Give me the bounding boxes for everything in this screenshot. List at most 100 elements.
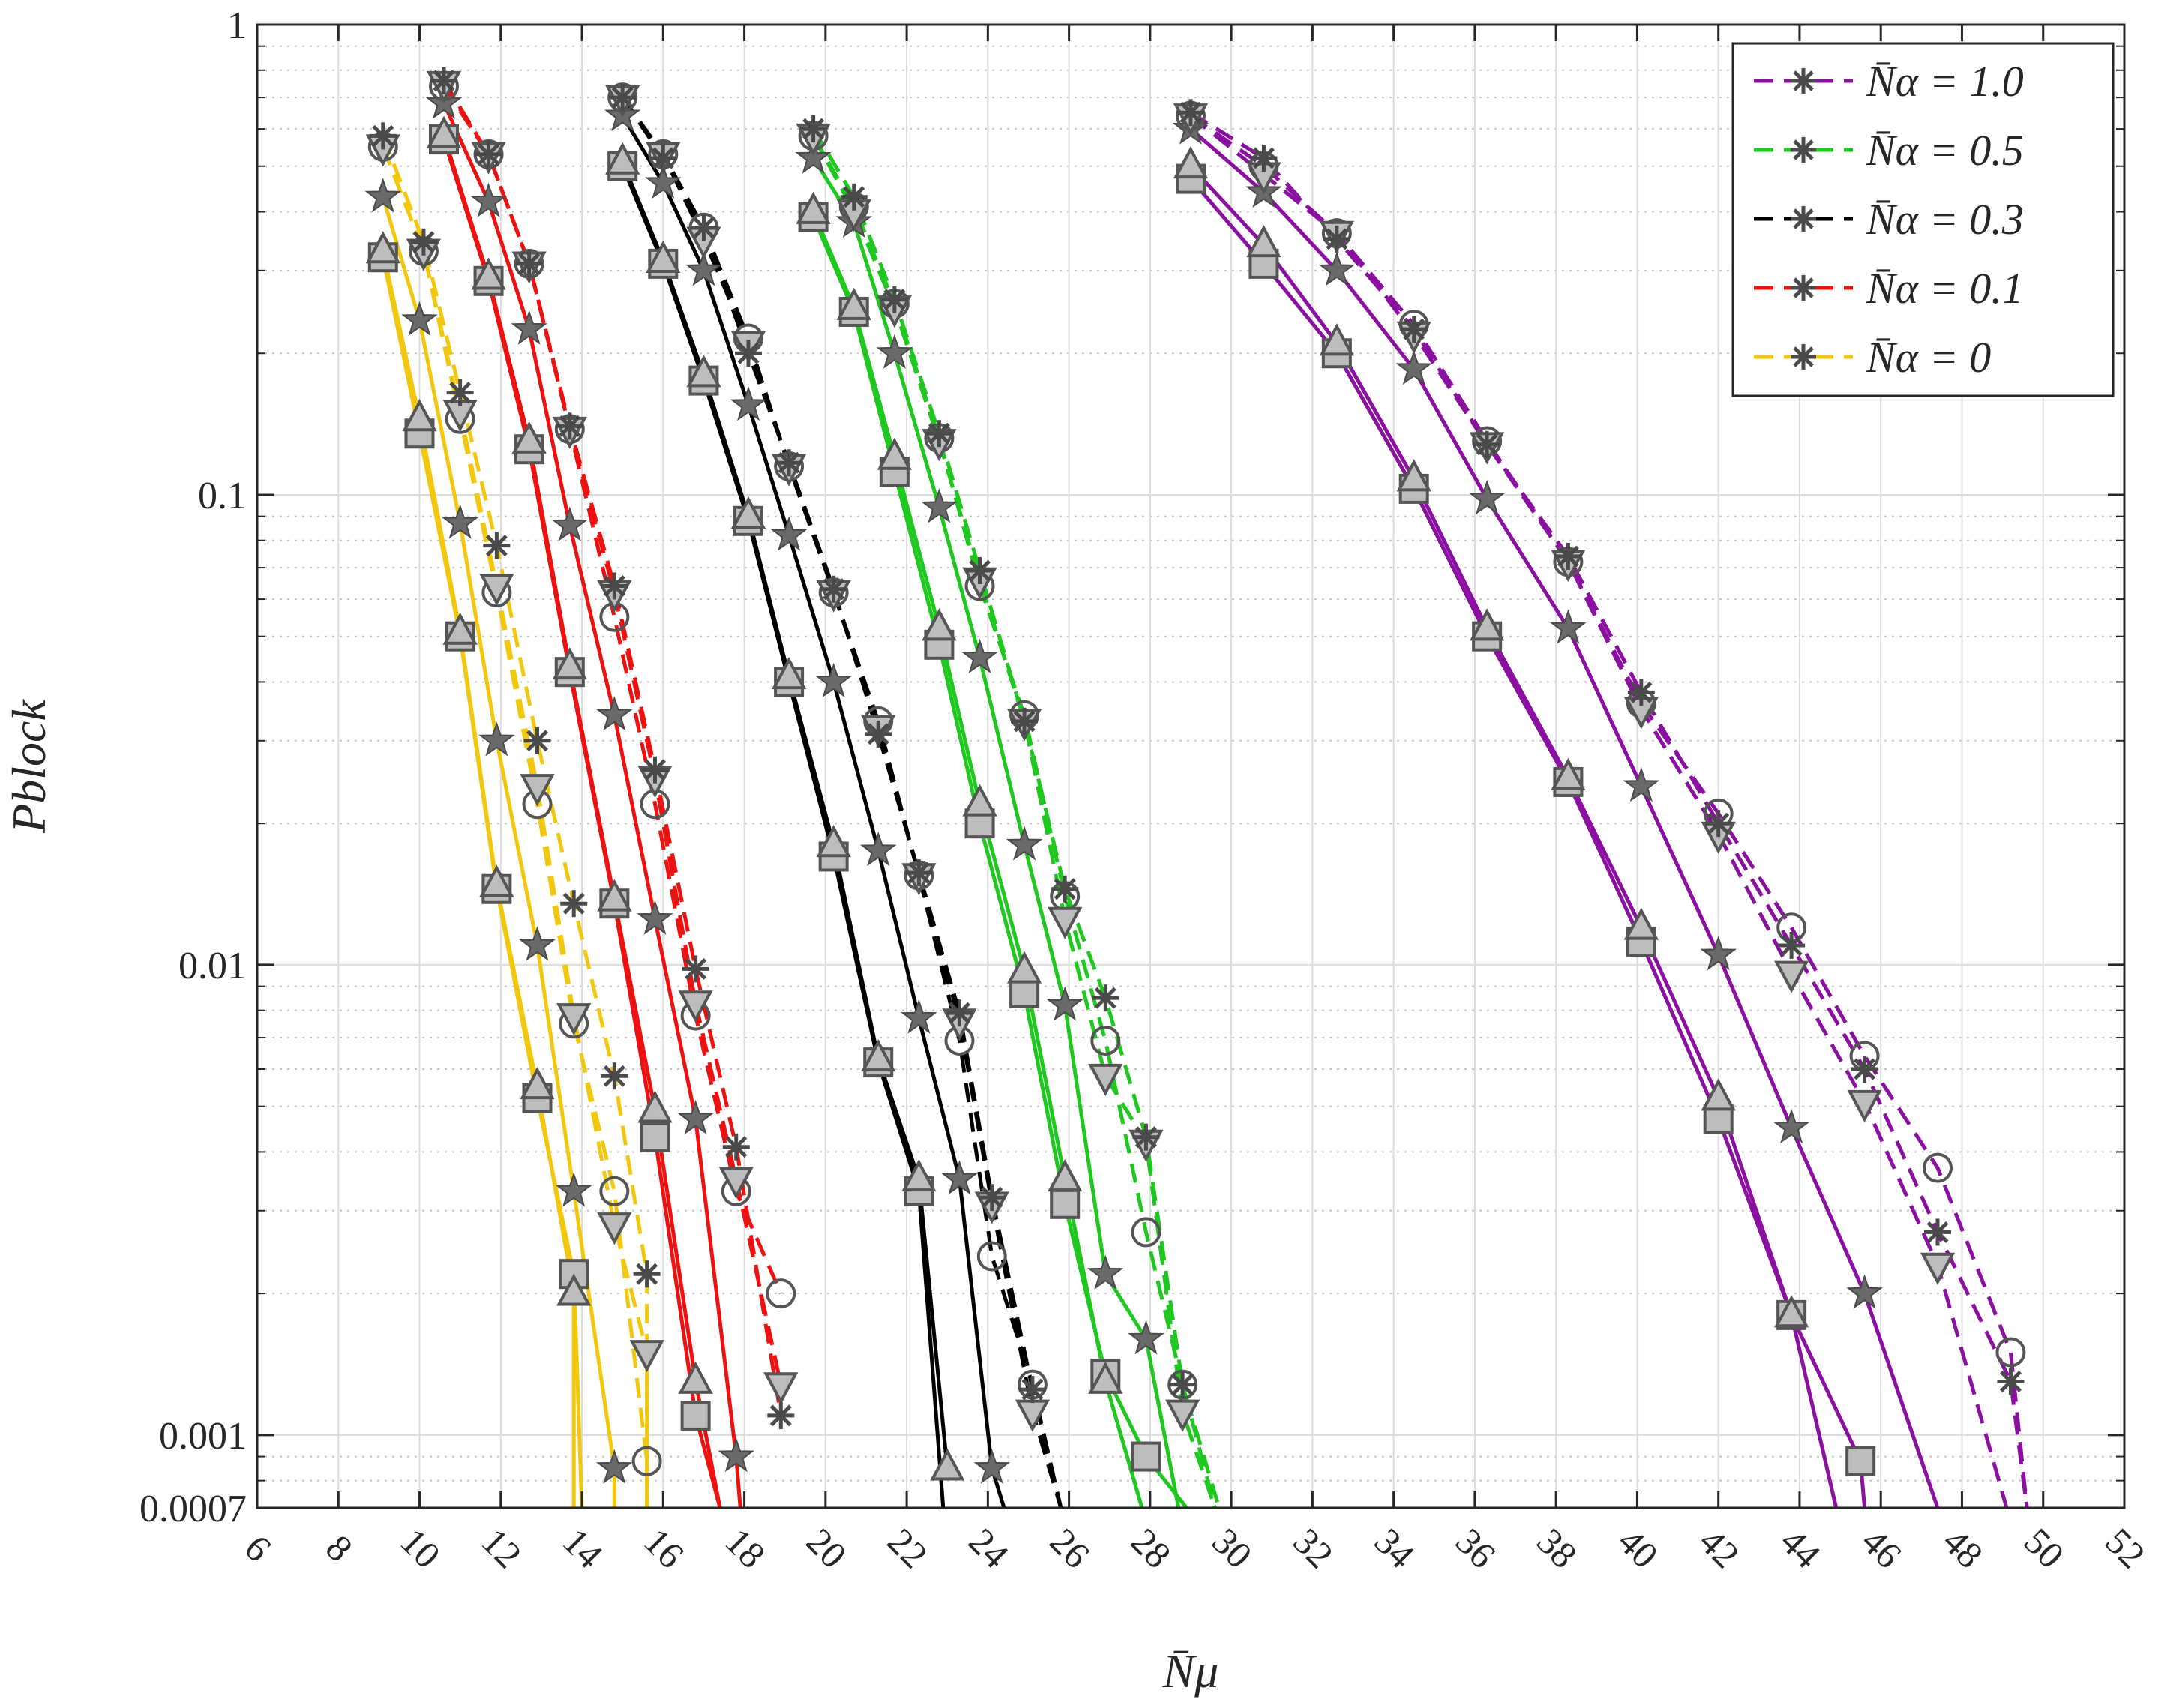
x-tick-label: 22 <box>880 1520 936 1576</box>
data-point-triangle-up <box>836 287 871 320</box>
asterisk-stroke <box>636 1263 658 1285</box>
asterisk-stroke <box>823 578 845 601</box>
data-point-triangle-up <box>877 437 912 470</box>
data-point-circle <box>631 1446 662 1476</box>
data-point-star <box>921 488 958 523</box>
y-tick-labels: 1 0.1 0.01 0.001 0.0007 <box>139 4 247 1530</box>
x-tick-label: 18 <box>718 1520 774 1576</box>
data-point-star <box>730 386 767 421</box>
data-point-asterisk <box>865 720 892 748</box>
asterisk-stroke <box>685 957 707 980</box>
data-point-circle <box>1090 1025 1121 1056</box>
data-point-asterisk <box>649 145 677 172</box>
data-point-circle <box>1995 1337 2026 1368</box>
data-point-star <box>1846 1274 1883 1309</box>
x-tick-label: 32 <box>1285 1520 1341 1576</box>
data-point-triangle-down <box>629 1340 664 1373</box>
data-point-triangle-up <box>678 1361 713 1394</box>
asterisk-stroke <box>603 574 625 597</box>
data-point-triangle-up <box>1773 1295 1809 1328</box>
data-point-star <box>1006 826 1043 861</box>
asterisk-stroke <box>1793 346 1814 367</box>
series-markers-0.1-asterisk <box>430 67 795 1429</box>
data-point-asterisk <box>1851 1056 1878 1083</box>
data-point-asterisk <box>556 412 583 440</box>
data-point-star <box>973 1449 1011 1484</box>
x-tick-label: 36 <box>1448 1520 1504 1576</box>
x-tick-label: 24 <box>961 1520 1017 1576</box>
asterisk-stroke <box>737 342 760 364</box>
data-point-triangle-down <box>1847 1089 1882 1122</box>
data-point-square <box>1845 1446 1876 1476</box>
asterisk-stroke <box>562 892 585 915</box>
data-point-asterisk <box>1018 1376 1046 1404</box>
legend-label: N̄α = 0.3 <box>1866 195 2024 244</box>
data-point-star <box>519 926 556 961</box>
asterisk-stroke <box>1926 1221 1949 1243</box>
asterisk-stroke <box>526 730 548 752</box>
data-point-star <box>718 1437 754 1473</box>
x-tick-label: 52 <box>2097 1520 2154 1576</box>
series-line-0-asterisk <box>381 135 649 1508</box>
data-point-asterisk <box>601 1062 628 1090</box>
data-point-triangle-up <box>552 647 587 680</box>
asterisk-stroke <box>433 70 455 92</box>
asterisk-stroke <box>1780 934 1803 957</box>
data-point-star <box>1318 251 1356 286</box>
asterisk-stroke <box>867 723 889 745</box>
x-tick-label: 30 <box>1204 1520 1260 1576</box>
y-tick-label: 0.001 <box>159 1415 247 1458</box>
series-line-0.1-triangle-up <box>442 135 722 1509</box>
series-layer <box>364 67 2029 1509</box>
series-markers-0-star <box>364 178 633 1484</box>
data-point-triangle-up <box>1088 1361 1123 1394</box>
data-point-triangle-up <box>816 825 851 858</box>
data-point-triangle-up <box>1623 907 1659 940</box>
series-line-0-triangle-down <box>381 145 649 1508</box>
data-point-triangle-up <box>686 355 721 388</box>
data-point-star <box>595 1449 633 1484</box>
asterisk-stroke <box>1630 681 1653 703</box>
data-point-asterisk <box>1051 875 1079 903</box>
series-line-0.1-asterisk <box>442 79 783 1416</box>
asterisk-stroke <box>802 118 825 140</box>
y-tick-label: 0.0007 <box>139 1488 247 1530</box>
data-point-star <box>859 831 897 867</box>
data-point-triangle-up <box>520 1066 555 1100</box>
data-point-asterisk <box>1778 931 1806 959</box>
y-tick-label: 0.01 <box>178 945 247 987</box>
data-point-triangle-up <box>1319 323 1355 356</box>
data-point-star <box>644 163 682 199</box>
y-axis-label: Pblock <box>2 699 55 834</box>
asterisk-stroke <box>928 422 950 445</box>
asterisk-stroke <box>725 1136 748 1158</box>
data-point-asterisk <box>799 115 827 143</box>
data-point-star <box>961 638 998 674</box>
data-point-asterisk <box>633 1260 661 1288</box>
asterisk-stroke <box>1013 710 1036 733</box>
data-point-square <box>680 1400 711 1431</box>
x-tick-label: 40 <box>1610 1520 1666 1576</box>
legend-asterisk <box>1791 206 1816 232</box>
data-point-star <box>637 900 673 935</box>
data-point-star <box>685 251 722 286</box>
data-point-asterisk <box>682 955 709 983</box>
axes-frame <box>256 23 2126 1509</box>
data-point-triangle-up <box>426 115 462 148</box>
x-tick-label: 46 <box>1854 1520 1910 1576</box>
data-point-star <box>1700 936 1737 971</box>
asterisk-stroke <box>1021 1378 1044 1401</box>
data-point-asterisk <box>1997 1368 2025 1395</box>
data-point-star <box>1550 609 1587 644</box>
asterisk-stroke <box>1793 70 1814 91</box>
data-point-asterisk <box>1473 430 1501 458</box>
data-point-asterisk <box>609 84 637 112</box>
data-point-star <box>815 662 853 698</box>
data-point-asterisk <box>767 1401 795 1429</box>
data-point-triangle-up <box>1470 608 1505 641</box>
data-point-asterisk <box>1924 1218 1951 1246</box>
asterisk-stroke <box>907 861 930 884</box>
data-point-star <box>596 696 633 731</box>
legend-asterisk <box>1791 275 1816 301</box>
data-point-triangle-up <box>1006 951 1042 984</box>
